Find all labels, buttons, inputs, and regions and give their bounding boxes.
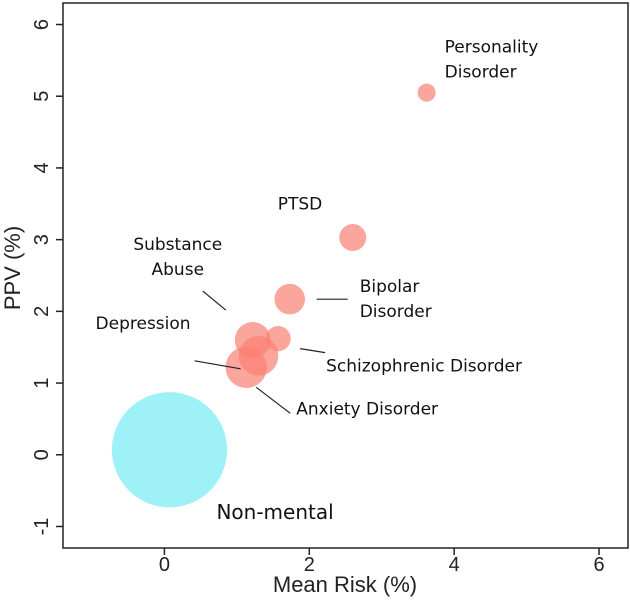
label-line: Bipolar: [360, 277, 420, 297]
label-line: Substance: [133, 235, 222, 255]
y-tick-label: 0: [31, 449, 53, 460]
label-line: Personality: [445, 38, 539, 58]
leader-substance-abuse: [202, 290, 227, 311]
y-axis: -1 0 1 2 3 4 5 6: [31, 19, 63, 535]
bubble-non-mental: [111, 392, 228, 508]
label-line: Disorder: [360, 302, 432, 322]
y-tick-label: -1: [31, 518, 53, 536]
y-tick-label: 5: [31, 91, 53, 102]
y-tick-label: 4: [31, 162, 53, 173]
x-axis-title: Mean Risk (%): [273, 572, 417, 597]
label-substance-abuse: Substance Abuse: [133, 235, 222, 280]
label-line: Abuse: [152, 260, 205, 280]
leader-lines: [194, 290, 348, 414]
x-axis: 0 2 4 6: [159, 548, 605, 576]
x-tick-label: 4: [449, 554, 460, 576]
bubbles: [111, 83, 436, 508]
label-non-mental: Non-mental: [216, 500, 333, 524]
label-personality-disorder: Personality Disorder: [445, 38, 539, 83]
bubble-labels: Personality Disorder PTSD Bipolar Disorder Sc…: [96, 38, 539, 524]
y-tick-label: 6: [31, 19, 53, 30]
label-line: PTSD: [278, 194, 323, 214]
bubble-bipolar-disorder: [274, 283, 306, 315]
label-line: Schizophrenic Disorder: [326, 357, 522, 377]
leader-schizophrenic-disorder: [300, 348, 326, 354]
label-anxiety-disorder: Anxiety Disorder: [296, 399, 438, 419]
label-line: Anxiety Disorder: [296, 399, 438, 419]
label-ptsd: PTSD: [278, 194, 323, 214]
bubble-personality-disorder: [417, 83, 436, 102]
label-bipolar-disorder: Bipolar Disorder: [360, 277, 432, 322]
y-axis-title: PPV (%): [0, 226, 25, 310]
leader-depression: [194, 360, 241, 370]
label-line: Depression: [96, 314, 191, 334]
bubble-schizophrenic-disorder: [265, 326, 291, 352]
x-tick-label: 2: [304, 554, 315, 576]
label-schizophrenic-disorder: Schizophrenic Disorder: [326, 357, 522, 377]
y-tick-label: 3: [31, 234, 53, 245]
bubble-substance-abuse: [234, 322, 271, 359]
label-line: Non-mental: [216, 500, 333, 524]
y-tick-label: 2: [31, 306, 53, 317]
x-tick-label: 0: [159, 554, 170, 576]
label-line: Disorder: [445, 63, 517, 83]
leader-anxiety-disorder: [255, 386, 291, 414]
x-tick-label: 6: [593, 554, 604, 576]
y-tick-label: 1: [31, 378, 53, 389]
bubble-ptsd: [339, 223, 367, 251]
label-depression: Depression: [96, 314, 191, 334]
plot-frame: [62, 2, 629, 549]
